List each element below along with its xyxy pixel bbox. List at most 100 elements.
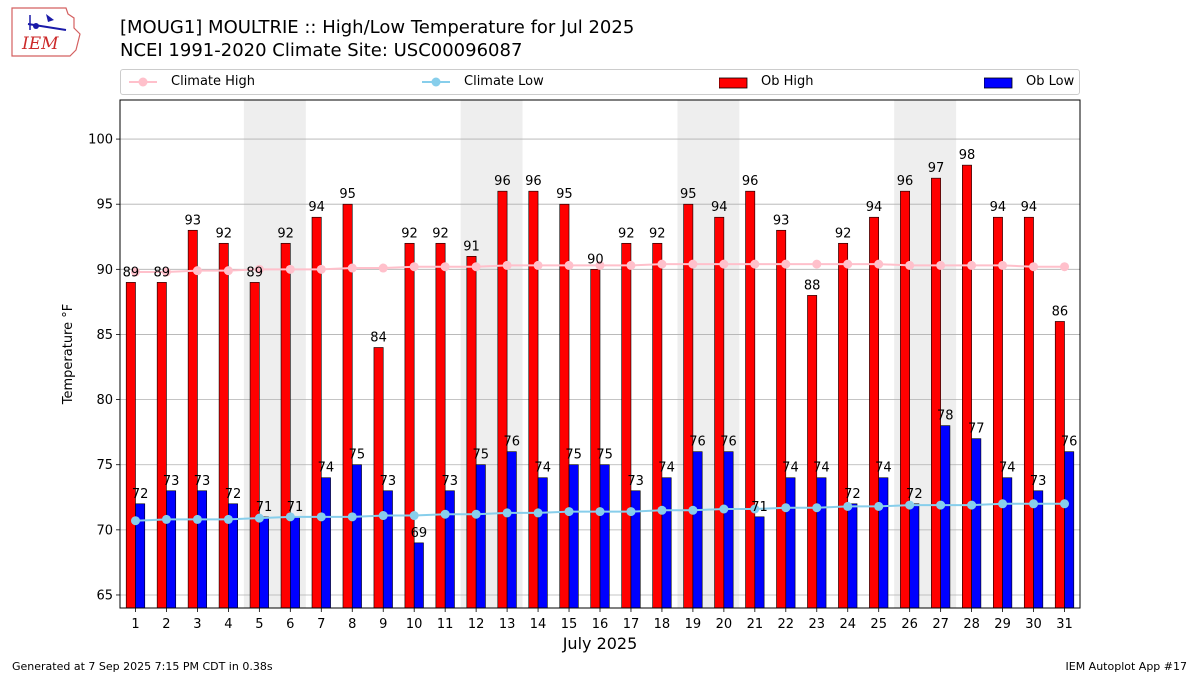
bar-ob-low: [290, 516, 300, 609]
bar-ob-low: [723, 451, 734, 609]
ob-low-label: 72: [225, 487, 242, 502]
bar-ob-high: [435, 242, 446, 609]
ob-high-label: 93: [773, 213, 790, 228]
bar-ob-low: [1064, 451, 1075, 609]
ob-low-label: 76: [1061, 435, 1078, 450]
legend-label: Ob High: [761, 74, 814, 89]
bar-ob-low: [568, 464, 579, 609]
climate-high-point: [223, 266, 233, 276]
climate-high-point: [471, 262, 481, 272]
legend-bar-swatch: [984, 77, 1013, 89]
bar-ob-low: [599, 464, 610, 609]
bar-ob-low: [537, 477, 548, 609]
bar-ob-low: [320, 477, 331, 609]
bar-ob-high: [838, 242, 849, 609]
climate-high-point: [130, 267, 140, 277]
x-tick-label: 23: [809, 617, 826, 632]
climate-low-point: [409, 511, 419, 521]
ob-high-label: 84: [370, 330, 387, 345]
x-tick-label: 14: [530, 617, 547, 632]
ob-high-label: 95: [680, 187, 697, 202]
ob-high-label: 96: [494, 174, 511, 189]
bar-ob-low: [909, 503, 920, 609]
app-credit: IEM Autoplot App #17: [1065, 660, 1188, 673]
ob-low-label: 74: [782, 461, 799, 476]
ob-low-label: 74: [534, 461, 551, 476]
x-tick-label: 5: [255, 617, 263, 632]
climate-low-point: [936, 500, 946, 510]
climate-high-point: [657, 259, 667, 269]
ob-high-label: 97: [928, 161, 945, 176]
bar-ob-high: [1054, 321, 1065, 609]
climate-low-point: [254, 513, 264, 523]
ob-low-label: 72: [844, 487, 861, 502]
legend-label: Climate High: [171, 74, 256, 89]
bar-ob-low: [847, 503, 858, 609]
x-tick-label: 20: [716, 617, 733, 632]
climate-low-point: [812, 503, 822, 513]
climate-high-point: [874, 259, 884, 269]
bar-ob-high: [497, 190, 508, 609]
ob-low-label: 73: [194, 474, 211, 489]
bar-ob-low: [816, 477, 827, 609]
climate-low-point: [843, 501, 853, 511]
ob-high-label: 96: [742, 174, 759, 189]
ob-high-label: 89: [246, 265, 263, 280]
climate-low-point: [998, 499, 1008, 509]
climate-high-point: [440, 262, 450, 272]
ob-high-label: 86: [1052, 304, 1069, 319]
climate-high-point: [1029, 262, 1039, 272]
bar-ob-high: [528, 190, 539, 609]
climate-high-point: [967, 260, 977, 270]
ob-low-label: 71: [287, 500, 304, 515]
climate-low-point: [192, 514, 202, 524]
climate-low-point: [223, 514, 233, 524]
bar-ob-high: [992, 216, 1003, 609]
climate-low-point: [564, 507, 574, 517]
bar-ob-high: [714, 216, 725, 609]
x-tick-label: 3: [193, 617, 201, 632]
ob-high-label: 98: [959, 148, 976, 163]
bar-ob-low: [754, 516, 765, 609]
ob-low-label: 73: [627, 474, 644, 489]
bar-ob-low: [259, 516, 269, 609]
climate-high-point: [719, 259, 729, 269]
x-tick-label: 26: [901, 617, 918, 632]
climate-high-point: [843, 259, 853, 269]
climate-high-point: [626, 260, 636, 270]
ob-high-label: 91: [463, 239, 480, 254]
ob-high-label: 89: [154, 265, 171, 280]
bar-ob-low: [166, 490, 177, 609]
climate-low-point: [781, 503, 791, 513]
climate-low-point: [471, 509, 481, 519]
ob-high-label: 92: [835, 226, 852, 241]
bar-ob-low: [878, 477, 889, 609]
svg-text:IEM: IEM: [21, 34, 59, 54]
x-tick-label: 12: [468, 617, 485, 632]
climate-low-point: [1060, 499, 1070, 509]
x-tick-label: 28: [963, 617, 980, 632]
x-tick-label: 27: [932, 617, 949, 632]
climate-high-point: [254, 264, 264, 274]
ob-high-label: 88: [804, 278, 821, 293]
ob-high-label: 94: [308, 200, 325, 215]
climate-high-point: [688, 259, 698, 269]
ob-low-label: 76: [689, 435, 706, 450]
x-tick-label: 15: [561, 617, 578, 632]
ob-high-label: 95: [339, 187, 356, 202]
ob-low-label: 74: [875, 461, 892, 476]
climate-low-point: [130, 516, 140, 526]
climate-high-point: [285, 264, 295, 274]
ob-low-label: 74: [999, 461, 1016, 476]
ob-high-label: 92: [401, 226, 418, 241]
bar-ob-high: [156, 282, 167, 609]
ob-low-label: 71: [751, 500, 768, 515]
ob-low-label: 78: [937, 409, 954, 424]
x-tick-label: 10: [406, 617, 423, 632]
y-tick-label: 70: [96, 523, 113, 538]
y-axis-label: Temperature °F: [61, 304, 76, 405]
ob-high-label: 94: [711, 200, 728, 215]
ob-low-label: 72: [132, 487, 149, 502]
bar-ob-low: [475, 464, 486, 609]
x-tick-label: 9: [379, 617, 387, 632]
